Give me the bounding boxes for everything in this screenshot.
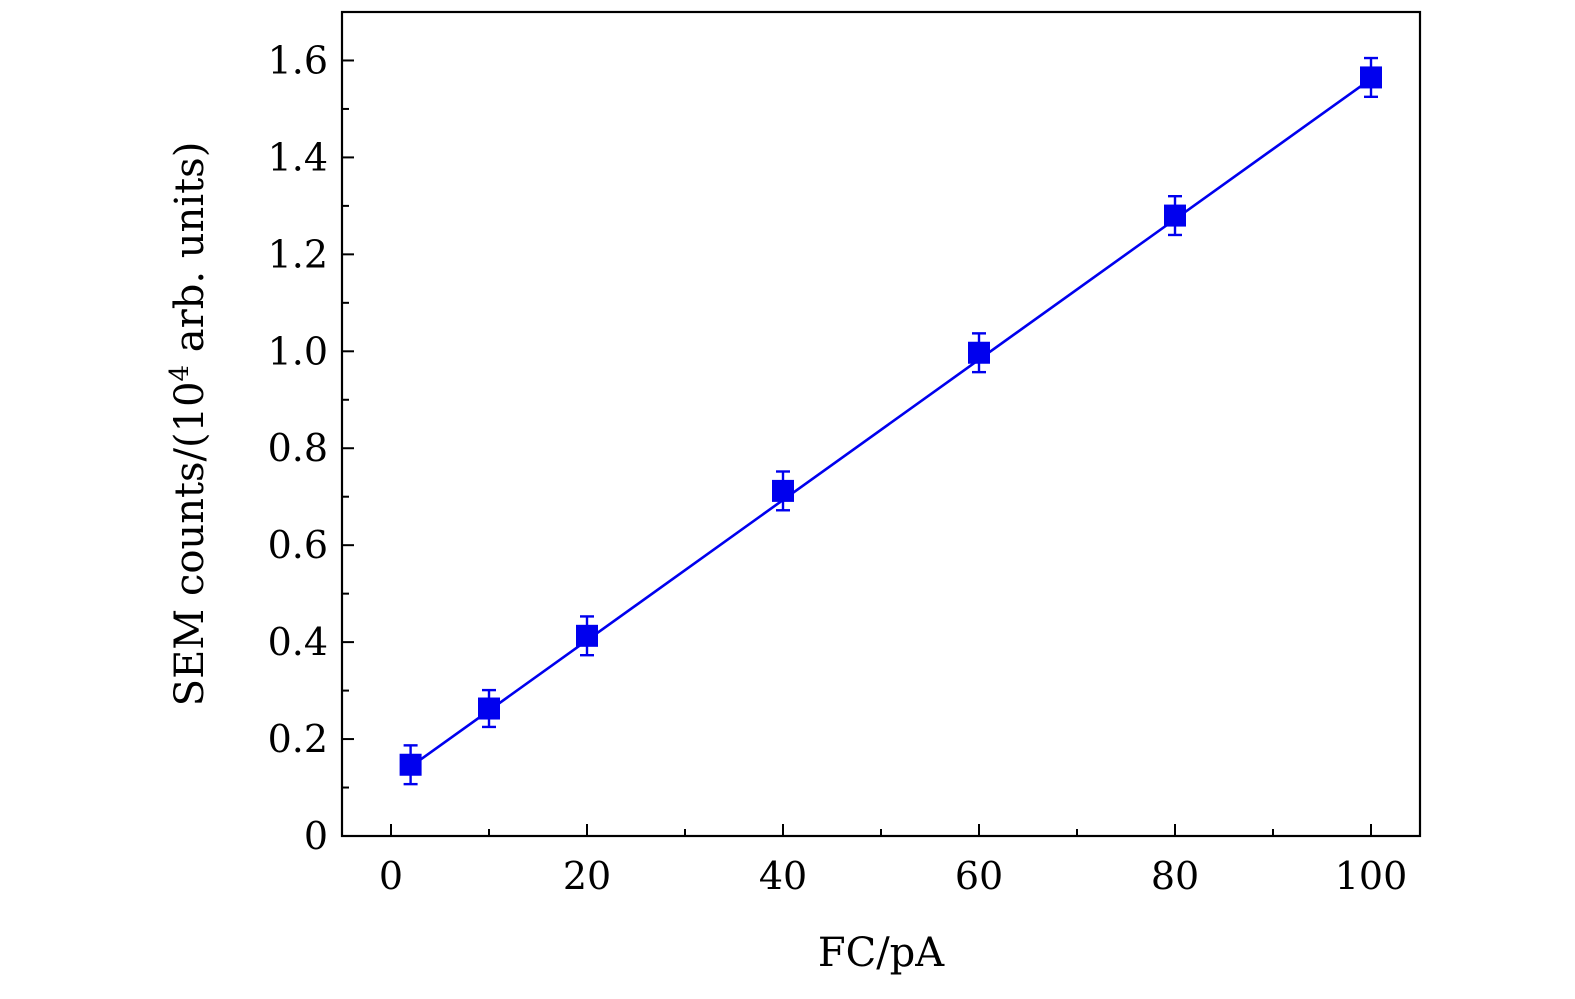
fit-line-layer [409,77,1372,768]
data-point-marker [399,753,422,776]
x-tick-label: 80 [1151,854,1199,898]
y-axis: 0 0.2 0.4 0.6 0.8 1.0 1.2 1.4 1.6 [268,38,354,858]
marker-layer [399,66,1382,776]
x-tick-label: 100 [1335,854,1408,898]
data-point-marker [1360,66,1382,89]
data-point-marker [772,479,794,502]
y-tick-label: 1.0 [268,329,328,373]
y-axis-label: SEM counts/(104 arb. units) [165,142,213,707]
y-axis-label-suffix: arb. units) [167,142,213,365]
x-axis-label: FC/pA [818,930,945,976]
y-tick-label: 1.2 [268,232,328,276]
x-tick-label: 60 [955,854,1003,898]
y-tick-label: 0 [304,814,328,858]
data-point-marker [576,624,598,647]
y-axis-label-exponent: 4 [165,365,195,382]
plot-frame [340,10,1422,838]
x-axis: 0 20 40 60 80 100 [379,824,1407,898]
y-tick-label: 1.6 [268,38,328,82]
x-tick-label: 40 [759,854,807,898]
fit-line [409,77,1372,768]
x-tick-label: 20 [563,854,611,898]
y-tick-label: 0.2 [268,717,328,761]
x-tick-label: 0 [379,854,403,898]
plot-border [340,10,1422,838]
y-tick-label: 0.4 [268,620,328,664]
data-point-marker [1164,204,1186,227]
y-tick-label: 1.4 [268,135,328,179]
y-tick-label: 0.8 [268,426,328,470]
data-point-marker [478,697,500,720]
y-axis-label-prefix: SEM counts/(10 [167,381,213,706]
y-tick-label: 0.6 [268,523,328,567]
data-point-marker [968,341,990,364]
error-bar-layer [403,56,1378,786]
